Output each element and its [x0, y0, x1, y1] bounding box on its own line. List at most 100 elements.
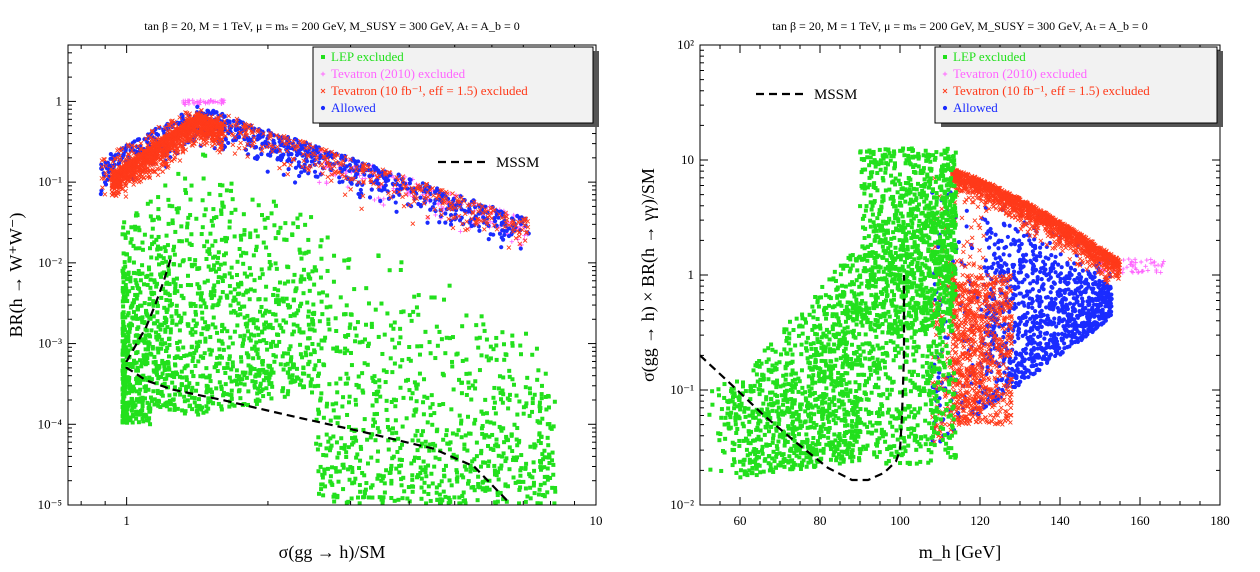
- lep-point: [539, 383, 544, 388]
- lep-point: [194, 409, 199, 414]
- lep-point: [338, 349, 343, 354]
- allowed-point: [294, 152, 300, 158]
- lep-point: [130, 412, 135, 417]
- lep-point: [460, 358, 465, 363]
- lep-point: [445, 441, 450, 446]
- tevatron-10fb-point: [119, 169, 124, 175]
- lep-point: [306, 322, 311, 327]
- lep-point: [294, 311, 299, 316]
- lep-point: [152, 354, 157, 359]
- lep-point: [179, 293, 184, 298]
- tevatron-10fb-point: [187, 131, 192, 136]
- lep-point: [192, 396, 197, 401]
- lep-point: [362, 361, 367, 366]
- lep-point: [332, 499, 337, 504]
- lep-point: [391, 397, 396, 402]
- lep-point: [260, 313, 265, 318]
- lep-point: [327, 448, 332, 453]
- lep-point: [172, 402, 177, 407]
- lep-point: [121, 333, 126, 338]
- lep-point: [209, 348, 214, 353]
- lep-point: [407, 388, 412, 393]
- lep-point: [528, 496, 533, 501]
- lep-point: [354, 333, 359, 338]
- tevatron-10fb-point: [232, 135, 238, 140]
- tevatron-10fb-point: [513, 235, 519, 241]
- lep-point: [442, 474, 447, 479]
- lep-point: [527, 386, 532, 391]
- tevatron-10fb-point: [135, 158, 141, 164]
- lep-point: [202, 244, 207, 249]
- lep-point: [170, 204, 175, 209]
- lep-point: [253, 228, 258, 233]
- lep-point: [317, 291, 322, 296]
- tevatron-10fb-point: [199, 108, 204, 113]
- lep-point: [296, 376, 301, 381]
- lep-point: [492, 463, 497, 468]
- tevatron-10fb-point: [162, 125, 168, 131]
- lep-point: [266, 378, 271, 383]
- lep-point: [172, 244, 177, 249]
- lep-point: [205, 239, 210, 244]
- allowed-point: [223, 137, 228, 142]
- lep-point: [155, 319, 160, 324]
- lep-point: [374, 399, 379, 404]
- tevatron-10fb-point: [120, 186, 125, 192]
- lep-point: [329, 443, 334, 448]
- lep-point: [201, 410, 206, 415]
- tevatron-2010-point: [317, 180, 322, 185]
- lep-point: [182, 394, 187, 399]
- lep-point: [542, 474, 547, 479]
- tevatron-10fb-point: [343, 154, 348, 160]
- lep-point: [128, 362, 133, 367]
- lep-point: [304, 353, 309, 358]
- lep-point: [492, 385, 497, 390]
- lep-point: [471, 485, 476, 490]
- tevatron-10fb-point: [186, 137, 192, 142]
- tevatron-10fb-point: [102, 192, 108, 197]
- lep-point: [459, 435, 464, 440]
- lep-point: [164, 318, 169, 323]
- tevatron-10fb-point: [302, 139, 307, 145]
- lep-point: [310, 269, 315, 274]
- lep-point: [122, 388, 127, 393]
- lep-point: [435, 343, 440, 348]
- lep-point: [187, 241, 192, 246]
- tevatron-10fb-point: [275, 144, 280, 150]
- tevatron-10fb-point: [359, 206, 364, 212]
- lep-point: [126, 348, 131, 353]
- tevatron-10fb-point: [141, 158, 146, 163]
- lep-point: [122, 260, 127, 265]
- lep-point: [158, 327, 163, 332]
- tevatron-10fb-point: [144, 154, 149, 160]
- lep-point: [267, 259, 272, 264]
- lep-point: [151, 314, 156, 319]
- lep-point: [242, 333, 247, 338]
- allowed-point: [432, 201, 437, 206]
- lep-point: [360, 470, 365, 475]
- tevatron-10fb-point: [219, 127, 224, 133]
- lep-point: [154, 335, 159, 340]
- tevatron-10fb-point: [348, 157, 353, 162]
- tevatron-10fb-point: [183, 110, 188, 115]
- lep-point: [223, 382, 228, 387]
- lep-point: [334, 469, 339, 474]
- lep-point: [229, 393, 234, 398]
- lep-point: [532, 442, 537, 447]
- lep-point: [259, 267, 264, 272]
- lep-point: [184, 353, 189, 358]
- lep-point: [152, 402, 157, 407]
- lep-point: [353, 339, 358, 344]
- lep-point: [128, 275, 133, 280]
- lep-point: [120, 268, 125, 273]
- lep-point: [150, 226, 155, 231]
- tevatron-10fb-point: [143, 136, 149, 142]
- lep-point: [328, 418, 333, 423]
- tevatron-10fb-point: [295, 144, 300, 149]
- lep-point: [311, 322, 316, 327]
- lep-point: [164, 367, 169, 372]
- tevatron-2010-point: [198, 100, 203, 105]
- lep-point: [495, 490, 500, 495]
- lep-point: [346, 376, 351, 381]
- lep-point: [128, 279, 133, 284]
